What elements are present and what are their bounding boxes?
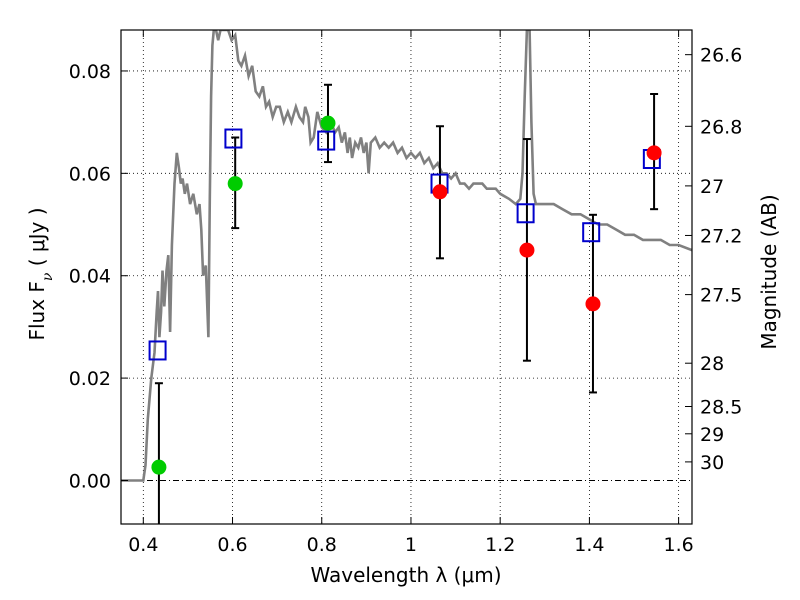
y-tick-label: 0.00 <box>69 470 111 492</box>
y-tick-label: 0.08 <box>69 61 111 83</box>
x-tick-label: 0.6 <box>217 534 247 556</box>
x-tick-label: 1.2 <box>485 534 515 556</box>
right-tick-label: 28 <box>700 353 724 375</box>
right-tick-label: 28.5 <box>700 396 742 418</box>
x-tick-label: 1.4 <box>574 534 604 556</box>
plot-frame <box>120 29 693 525</box>
y-axis-label-left-subscript: ν <box>40 272 56 281</box>
green-point <box>320 115 336 131</box>
right-tick-label: 27.5 <box>700 285 742 307</box>
green-point <box>151 459 167 475</box>
red-point <box>519 242 535 258</box>
green-point <box>227 176 243 192</box>
blue-square-marker <box>516 203 535 224</box>
x-tick-label: 1 <box>405 534 417 556</box>
blue-square-marker <box>148 340 167 361</box>
right-tick-label: 30 <box>700 452 724 474</box>
red-point <box>432 184 448 200</box>
data-markers <box>148 115 662 475</box>
x-tick-label: 0.4 <box>128 534 158 556</box>
model-spectrum-line <box>121 30 692 482</box>
y-axis-label-left-text: Flux F <box>25 281 49 340</box>
blue-square-marker <box>224 128 243 149</box>
right-tick-label: 27 <box>700 176 724 198</box>
blue-square-marker <box>317 130 336 151</box>
right-tick-label: 29 <box>700 424 724 446</box>
plot-area <box>121 30 692 482</box>
red-point <box>646 145 662 161</box>
y-tick-label: 0.02 <box>69 368 111 390</box>
y-axis-label-right: Magnitude (AB) <box>757 194 781 349</box>
right-tick-label: 26.6 <box>700 45 742 67</box>
x-tick-label: 1.6 <box>664 534 694 556</box>
red-point <box>585 296 601 312</box>
x-tick-label: 0.8 <box>307 534 337 556</box>
right-tick-label: 26.8 <box>700 116 742 138</box>
y-axis-label-left-unit: ( μJy ) <box>25 207 49 272</box>
x-axis-label: Wavelength λ (μm) <box>310 563 501 587</box>
y-tick-label: 0.04 <box>69 266 111 288</box>
y-axis-label-left: Flux Fν ( μJy ) <box>25 207 56 340</box>
right-tick-label: 27.2 <box>700 225 742 247</box>
error-bar <box>154 382 163 524</box>
blue-square-marker <box>582 222 601 243</box>
error-bars <box>154 83 659 524</box>
y-tick-label: 0.06 <box>69 163 111 185</box>
axis-ticks: 0.4 0.6 0.8 1 1.2 1.4 1.6 0.00 0.02 0.04 0.06 0.08 2… <box>69 30 742 556</box>
